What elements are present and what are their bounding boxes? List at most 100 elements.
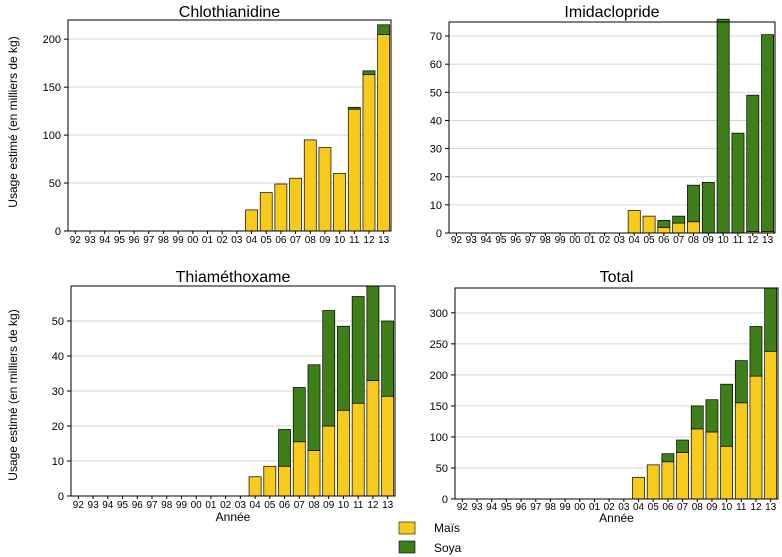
- bar-mais: [661, 461, 675, 500]
- bar-mais: [632, 476, 645, 500]
- x-tick-label: 92: [451, 235, 463, 246]
- x-tick-label: 96: [510, 235, 522, 246]
- x-tick-label: 95: [501, 502, 513, 513]
- x-tick-label: 07: [677, 502, 689, 513]
- x-tick-label: 05: [264, 500, 276, 511]
- x-tick-label: 10: [721, 502, 733, 513]
- bar-mais: [307, 450, 321, 497]
- bar-soya: [292, 387, 306, 443]
- y-tick-label: 40: [430, 115, 442, 127]
- x-tick-label: 95: [117, 500, 129, 511]
- x-tick-label: 97: [143, 235, 155, 246]
- chart-title: Thiaméthoxame: [176, 269, 291, 286]
- bar-mais: [292, 441, 306, 497]
- x-tick-label: 05: [643, 235, 655, 246]
- plot-frame: [67, 19, 392, 232]
- x-tick-label: 06: [275, 235, 287, 246]
- bar-mais: [657, 227, 671, 234]
- bar-mais: [764, 350, 778, 500]
- bar-soya: [381, 320, 395, 397]
- x-tick-label: 00: [191, 500, 203, 511]
- x-tick-label: 96: [132, 500, 144, 511]
- y-tick-label: 0: [436, 228, 442, 240]
- x-tick-label: 95: [495, 235, 507, 246]
- x-tick-label: 03: [235, 500, 247, 511]
- x-tick-label: 01: [205, 500, 217, 511]
- x-tick-label: 07: [290, 235, 302, 246]
- bar-mais: [705, 431, 719, 500]
- bar-soya: [307, 364, 321, 451]
- x-axis-label: Année: [599, 511, 634, 525]
- bar-mais: [366, 380, 380, 497]
- y-tick-label: 100: [430, 432, 448, 444]
- y-tick-label: 50: [52, 316, 64, 328]
- bar-mais: [646, 464, 660, 500]
- x-tick-label: 98: [161, 500, 173, 511]
- plot-frame: [448, 21, 776, 234]
- x-tick-label: 93: [84, 235, 96, 246]
- bar-mais: [749, 375, 763, 500]
- x-tick-label: 13: [378, 235, 390, 246]
- bar-mais: [690, 428, 704, 500]
- x-tick-label: 95: [114, 235, 126, 246]
- bar-mais: [687, 221, 700, 234]
- x-tick-label: 08: [692, 502, 704, 513]
- x-tick-label: 12: [367, 500, 379, 511]
- bar-mais: [322, 425, 336, 497]
- bar-mais: [337, 409, 350, 497]
- bar-soya: [720, 383, 733, 447]
- x-tick-label: 12: [363, 235, 375, 246]
- x-tick-label: 00: [574, 502, 586, 513]
- x-tick-label: 99: [555, 235, 567, 246]
- x-tick-label: 13: [765, 502, 777, 513]
- bar-soya: [377, 24, 391, 35]
- x-tick-label: 97: [146, 500, 158, 511]
- bar-mais: [734, 402, 748, 500]
- x-tick-label: 02: [220, 500, 232, 511]
- bar-mais: [381, 395, 395, 497]
- bar-mais: [318, 147, 332, 232]
- bar-soya: [657, 219, 671, 228]
- bar-soya: [690, 405, 704, 430]
- bar-mais: [362, 74, 376, 232]
- x-tick-label: 92: [70, 235, 82, 246]
- x-tick-label: 08: [308, 500, 320, 511]
- x-tick-label: 12: [750, 502, 762, 513]
- bar-mais: [333, 173, 346, 232]
- y-tick-label: 50: [430, 87, 442, 99]
- y-axis-label-bottom: Usage estimé (en milliers de kg): [6, 309, 20, 480]
- y-tick-label: 30: [430, 144, 442, 156]
- legend: Maïs Soya: [398, 521, 462, 555]
- bar-mais: [720, 445, 733, 500]
- y-tick-label: 20: [52, 421, 64, 433]
- y-tick-label: 50: [49, 178, 61, 190]
- x-tick-label: 03: [618, 502, 630, 513]
- bar-soya: [701, 182, 715, 234]
- x-tick-label: 06: [658, 235, 670, 246]
- y-tick-label: 0: [58, 491, 64, 503]
- bar-soya: [687, 184, 700, 223]
- x-tick-label: 01: [589, 502, 601, 513]
- x-tick-label: 96: [129, 235, 141, 246]
- x-tick-label: 94: [486, 502, 498, 513]
- bar-mais: [347, 108, 361, 232]
- x-tick-label: 02: [604, 502, 616, 513]
- bar-soya: [672, 215, 686, 224]
- bar-soya: [351, 296, 365, 404]
- y-tick-label: 150: [430, 401, 448, 413]
- y-tick-label: 100: [43, 130, 61, 142]
- x-tick-label: 10: [334, 235, 346, 246]
- bar-mais: [289, 177, 302, 232]
- chart-title: Total: [600, 269, 634, 286]
- x-tick-label: 11: [353, 500, 364, 511]
- x-tick-label: 07: [294, 500, 306, 511]
- x-tick-label: 08: [688, 235, 700, 246]
- x-tick-label: 09: [703, 235, 715, 246]
- x-tick-label: 98: [540, 235, 552, 246]
- bar-mais: [642, 215, 656, 234]
- y-tick-label: 60: [430, 59, 442, 71]
- x-tick-label: 07: [673, 235, 685, 246]
